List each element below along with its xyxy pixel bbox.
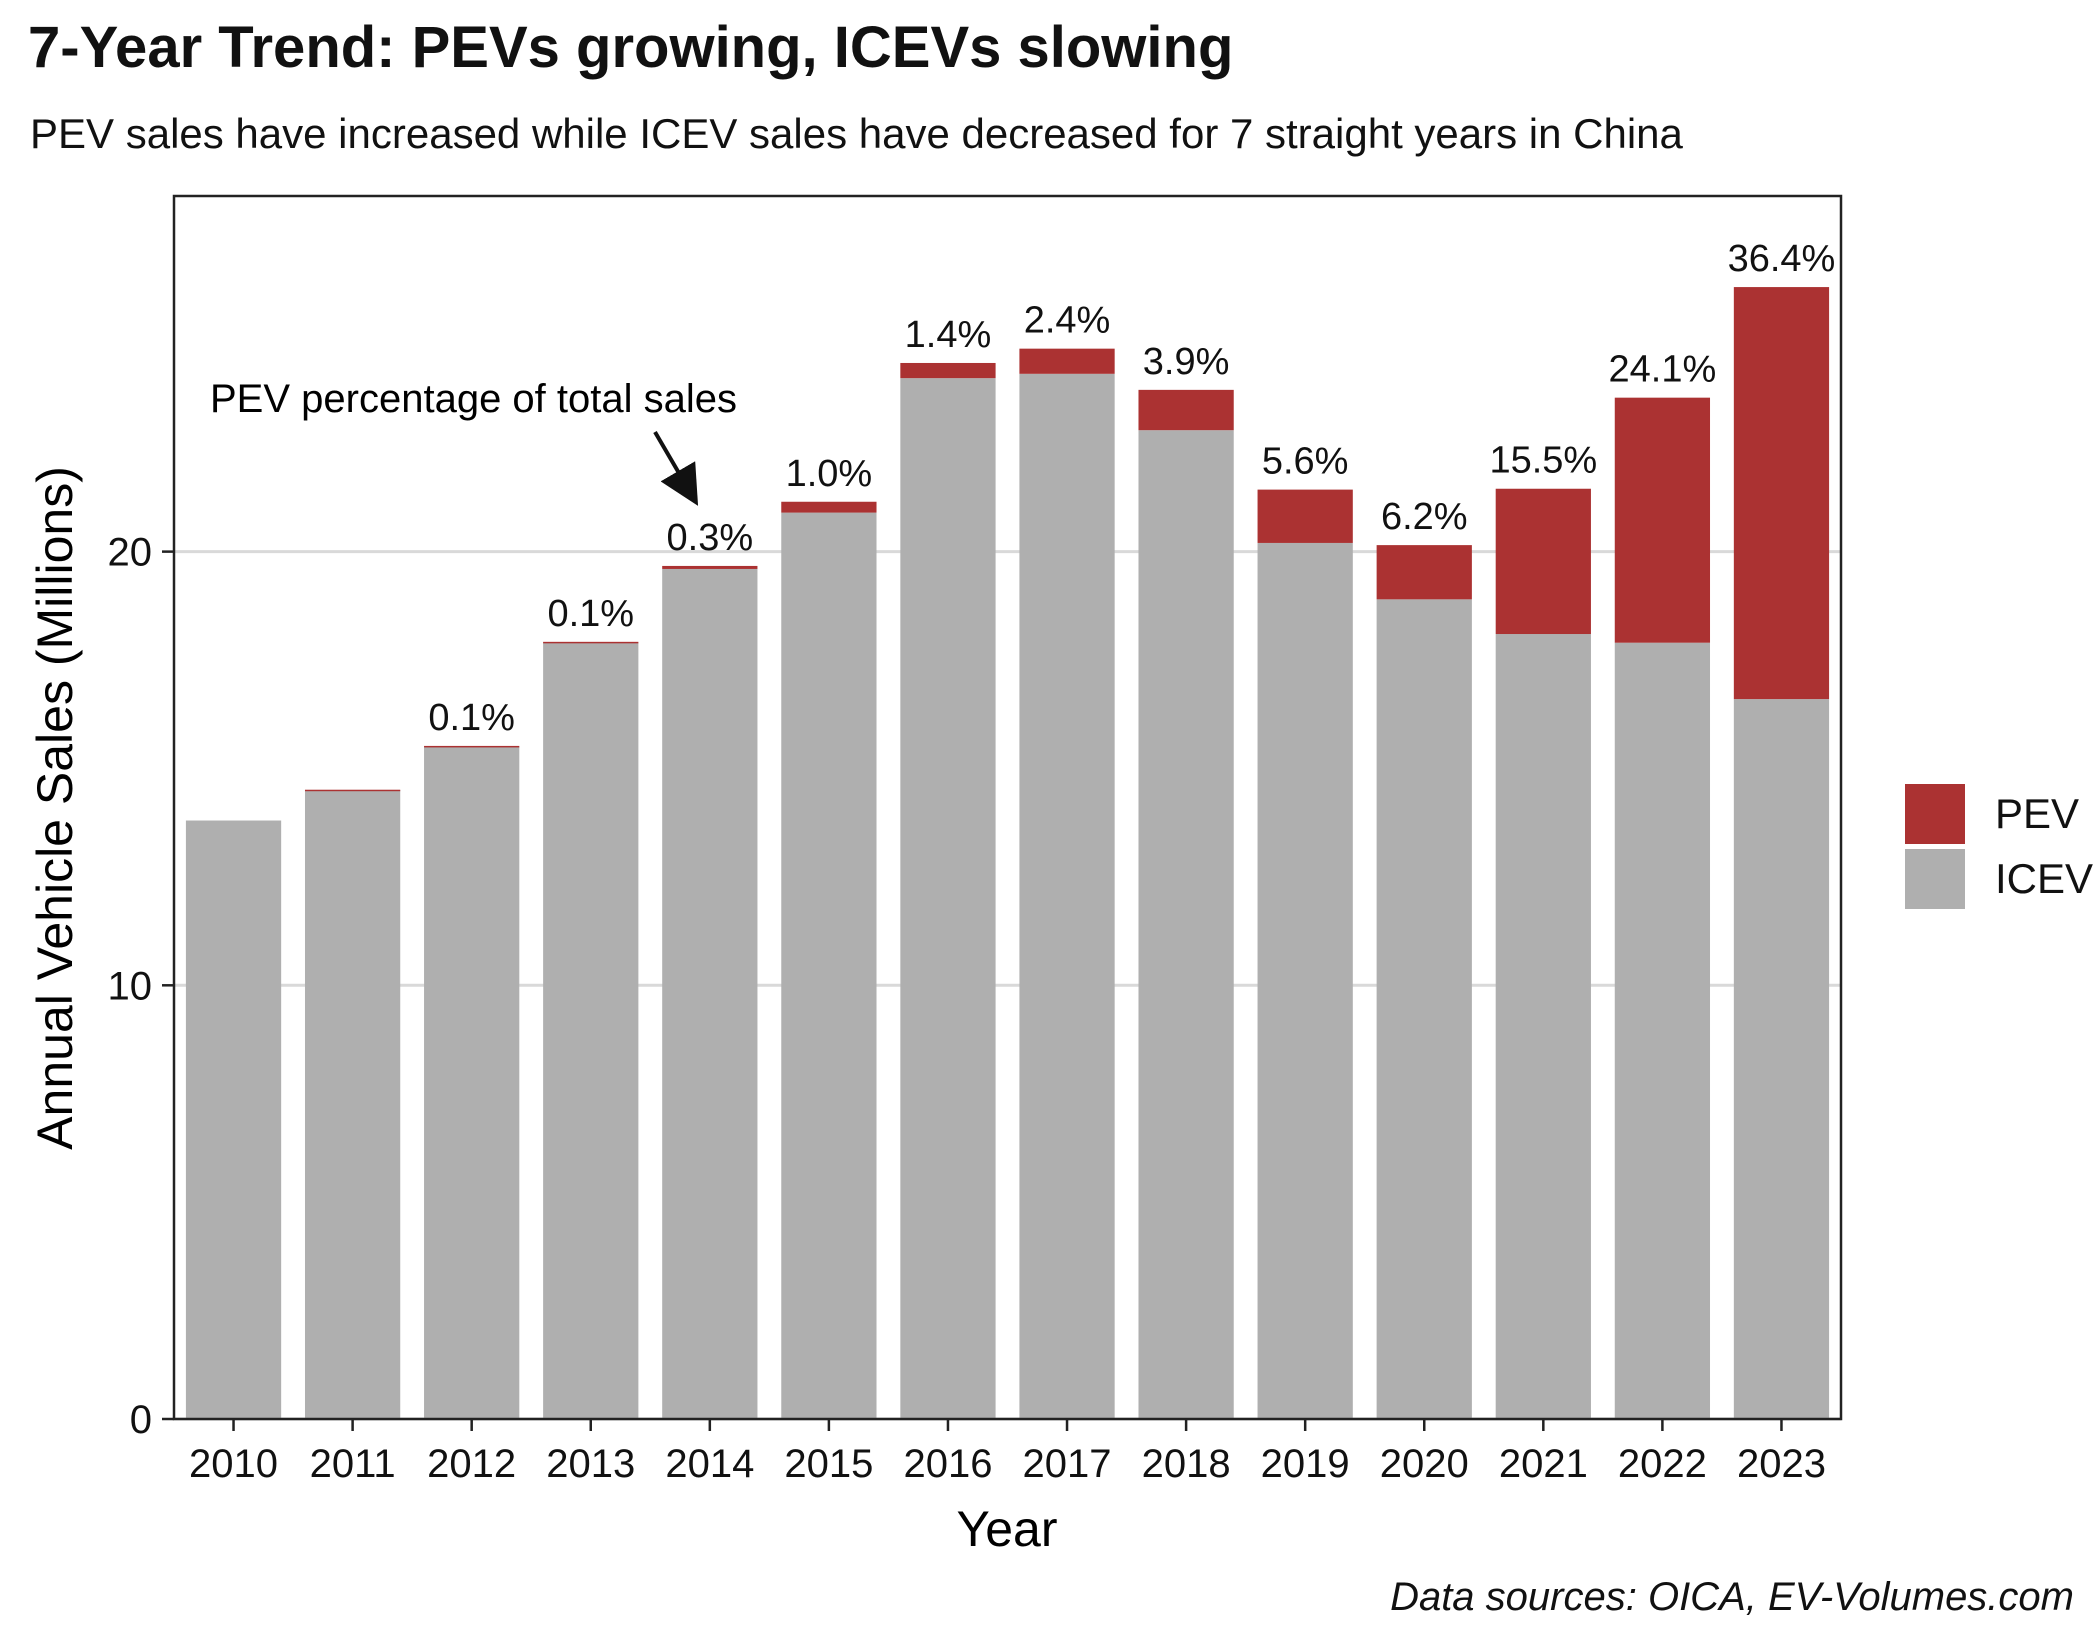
x-tick-label-2023: 2023 [1737,1442,1826,1486]
data-label-2023: 36.4% [1728,238,1836,280]
annotation-arrow [653,430,699,506]
x-tick-label-2010: 2010 [189,1442,278,1486]
bar-icev-2011 [304,790,401,1419]
data-label-2021: 15.5% [1489,440,1597,482]
data-label-2020: 6.2% [1381,496,1468,538]
bar-icev-2010 [185,820,282,1419]
bar-icev-2015 [781,512,877,1419]
bar-pev-2019 [1257,489,1353,543]
legend-label-icev: ICEV [1995,855,2093,902]
bar-pev-2023 [1733,287,1830,700]
bar-pev-2015 [781,501,877,513]
bar-pev-2014 [662,565,758,569]
bar-pev-2012 [424,745,520,748]
data-label-2017: 2.4% [1024,300,1111,342]
y-tick-label: 20 [108,531,153,575]
bar-pev-2011 [304,789,401,792]
legend-swatch-icev [1905,849,1965,909]
bar-icev-2016 [900,378,996,1419]
x-tick-label-2022: 2022 [1618,1442,1707,1486]
bar-icev-2019 [1257,542,1353,1419]
y-axis-title: Annual Vehicle Sales (Millions) [27,466,83,1150]
bar-pev-2018 [1138,389,1234,431]
bar-icev-2018 [1138,430,1234,1419]
legend: PEV ICEV [1905,784,2093,909]
bar-icev-2017 [1019,373,1115,1420]
bar-pev-2017 [1019,348,1115,374]
data-label-2014: 0.3% [667,517,754,559]
chart-title: 7-Year Trend: PEVs growing, ICEVs slowin… [28,15,1234,80]
bar-icev-2014 [662,568,758,1419]
x-tick-label-2016: 2016 [903,1442,992,1486]
bar-pev-2020 [1376,545,1472,600]
bar-icev-2021 [1495,634,1591,1419]
x-tick-label-2020: 2020 [1380,1442,1469,1486]
bar-icev-2020 [1376,599,1472,1419]
plot-frame [172,194,1843,1421]
bar-icev-2022 [1614,642,1711,1419]
x-tick-label-2021: 2021 [1499,1442,1588,1486]
data-label-2016: 1.4% [905,314,992,356]
x-axis-title: Year [956,1501,1057,1557]
bar-icev-2023 [1733,699,1830,1419]
y-tick-label: 10 [108,964,153,1008]
data-label-2022: 24.1% [1609,349,1717,391]
bar-pev-2022 [1614,397,1711,643]
y-tick-label: 0 [130,1398,152,1442]
data-label-2015: 1.0% [786,453,873,495]
data-source-caption: Data sources: OICA, EV-Volumes.com [1390,1575,2074,1619]
data-label-2018: 3.9% [1143,341,1230,383]
x-tick-label-2011: 2011 [310,1442,396,1486]
x-tick-label-2015: 2015 [784,1442,873,1486]
bar-icev-2013 [543,642,639,1419]
bar-pev-2021 [1495,488,1591,635]
legend-swatch-pev [1905,784,1965,844]
x-tick-label-2013: 2013 [546,1442,635,1486]
data-label-2013: 0.1% [547,593,634,635]
bar-pev-2013 [543,641,639,644]
annotation-text: PEV percentage of total sales [210,377,737,421]
data-label-2012: 0.1% [428,697,515,739]
x-tick-label-2018: 2018 [1142,1442,1231,1486]
x-tick-label-2014: 2014 [665,1442,754,1486]
chart-subtitle: PEV sales have increased while ICEV sale… [30,110,1683,157]
legend-label-pev: PEV [1995,790,2079,837]
x-tick-label-2012: 2012 [427,1442,516,1486]
x-tick-label-2019: 2019 [1261,1442,1350,1486]
bar-icev-2012 [424,746,520,1419]
bar-pev-2016 [900,362,996,379]
x-tick-label-2017: 2017 [1023,1442,1112,1486]
data-label-2019: 5.6% [1262,441,1349,483]
